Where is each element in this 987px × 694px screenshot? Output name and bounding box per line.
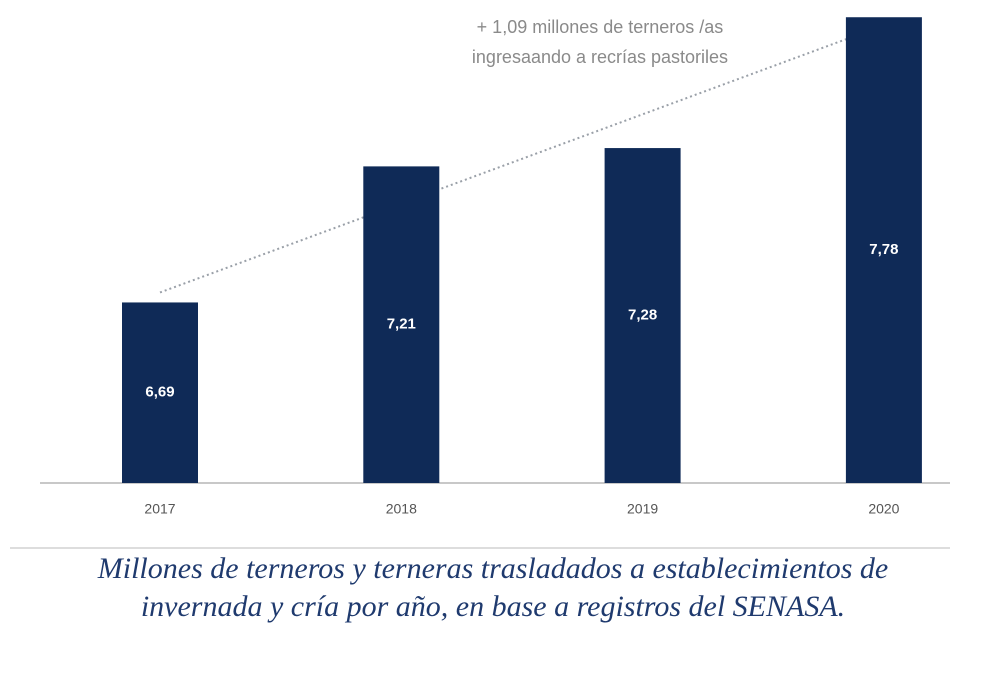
value-label: 7,21 — [387, 316, 416, 333]
x-tick-label: 2017 — [144, 501, 175, 517]
bar — [122, 302, 198, 483]
value-label: 6,69 — [145, 384, 174, 401]
x-tick-label: 2019 — [627, 501, 658, 517]
trend-line — [159, 24, 885, 294]
caption: Millones de terneros y terneras traslada… — [97, 552, 889, 623]
x-tick-label: 2018 — [386, 501, 417, 517]
bar — [363, 166, 440, 483]
bar — [845, 17, 922, 483]
value-label: 7,78 — [869, 241, 898, 258]
annotation: ingresaando a recrías pastoriles — [472, 47, 728, 67]
chart: + 1,09 millones de terneros /as ingresaa… — [10, 17, 950, 549]
bar — [604, 148, 681, 484]
value-label: 7,28 — [628, 307, 657, 324]
x-tick-label: 2020 — [868, 501, 899, 517]
annotation: + 1,09 millones de terneros /as — [477, 17, 724, 37]
